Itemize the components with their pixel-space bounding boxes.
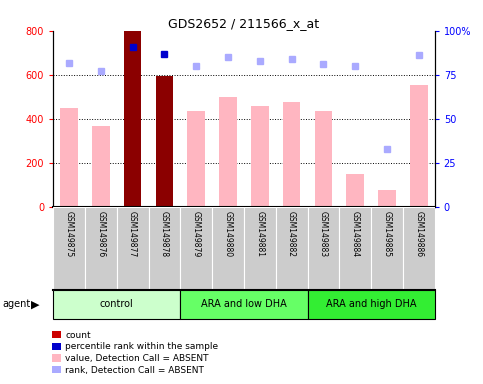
Text: GSM149883: GSM149883 [319, 212, 328, 258]
Bar [244, 207, 276, 290]
Bar [149, 207, 180, 290]
Title: GDS2652 / 211566_x_at: GDS2652 / 211566_x_at [169, 17, 319, 30]
Bar [219, 97, 237, 207]
Bar [212, 207, 244, 290]
Bar [346, 174, 364, 207]
Bar [251, 106, 269, 207]
Text: GSM149880: GSM149880 [224, 212, 232, 258]
Text: GSM149877: GSM149877 [128, 212, 137, 258]
Text: GSM149884: GSM149884 [351, 212, 360, 258]
Bar [85, 207, 117, 290]
Bar [53, 290, 180, 319]
Text: ▶: ▶ [31, 299, 40, 310]
Bar [308, 207, 339, 290]
Text: control: control [100, 299, 134, 310]
Text: ARA and low DHA: ARA and low DHA [201, 299, 287, 310]
Text: GSM149882: GSM149882 [287, 212, 296, 258]
Text: agent: agent [2, 299, 30, 310]
Text: GSM149879: GSM149879 [192, 212, 201, 258]
Text: GSM149878: GSM149878 [160, 212, 169, 258]
Bar [403, 207, 435, 290]
Bar [117, 207, 149, 290]
Bar [339, 207, 371, 290]
Bar [308, 290, 435, 319]
Text: GSM149885: GSM149885 [383, 212, 392, 258]
Bar [60, 108, 78, 207]
Bar [156, 76, 173, 207]
Bar [371, 207, 403, 290]
Text: GSM149875: GSM149875 [65, 212, 73, 258]
Bar [283, 103, 300, 207]
Bar [180, 207, 212, 290]
Bar [276, 207, 308, 290]
Bar [314, 111, 332, 207]
Bar [124, 31, 142, 207]
Bar [187, 111, 205, 207]
Legend: count, percentile rank within the sample, value, Detection Call = ABSENT, rank, : count, percentile rank within the sample… [48, 327, 222, 378]
Text: GSM149881: GSM149881 [256, 212, 264, 258]
Bar [410, 85, 427, 207]
Text: ARA and high DHA: ARA and high DHA [326, 299, 416, 310]
Text: GSM149876: GSM149876 [96, 212, 105, 258]
Bar [53, 207, 85, 290]
Bar [92, 126, 110, 207]
Bar [180, 290, 308, 319]
Text: GSM149886: GSM149886 [414, 212, 423, 258]
Bar [378, 190, 396, 207]
